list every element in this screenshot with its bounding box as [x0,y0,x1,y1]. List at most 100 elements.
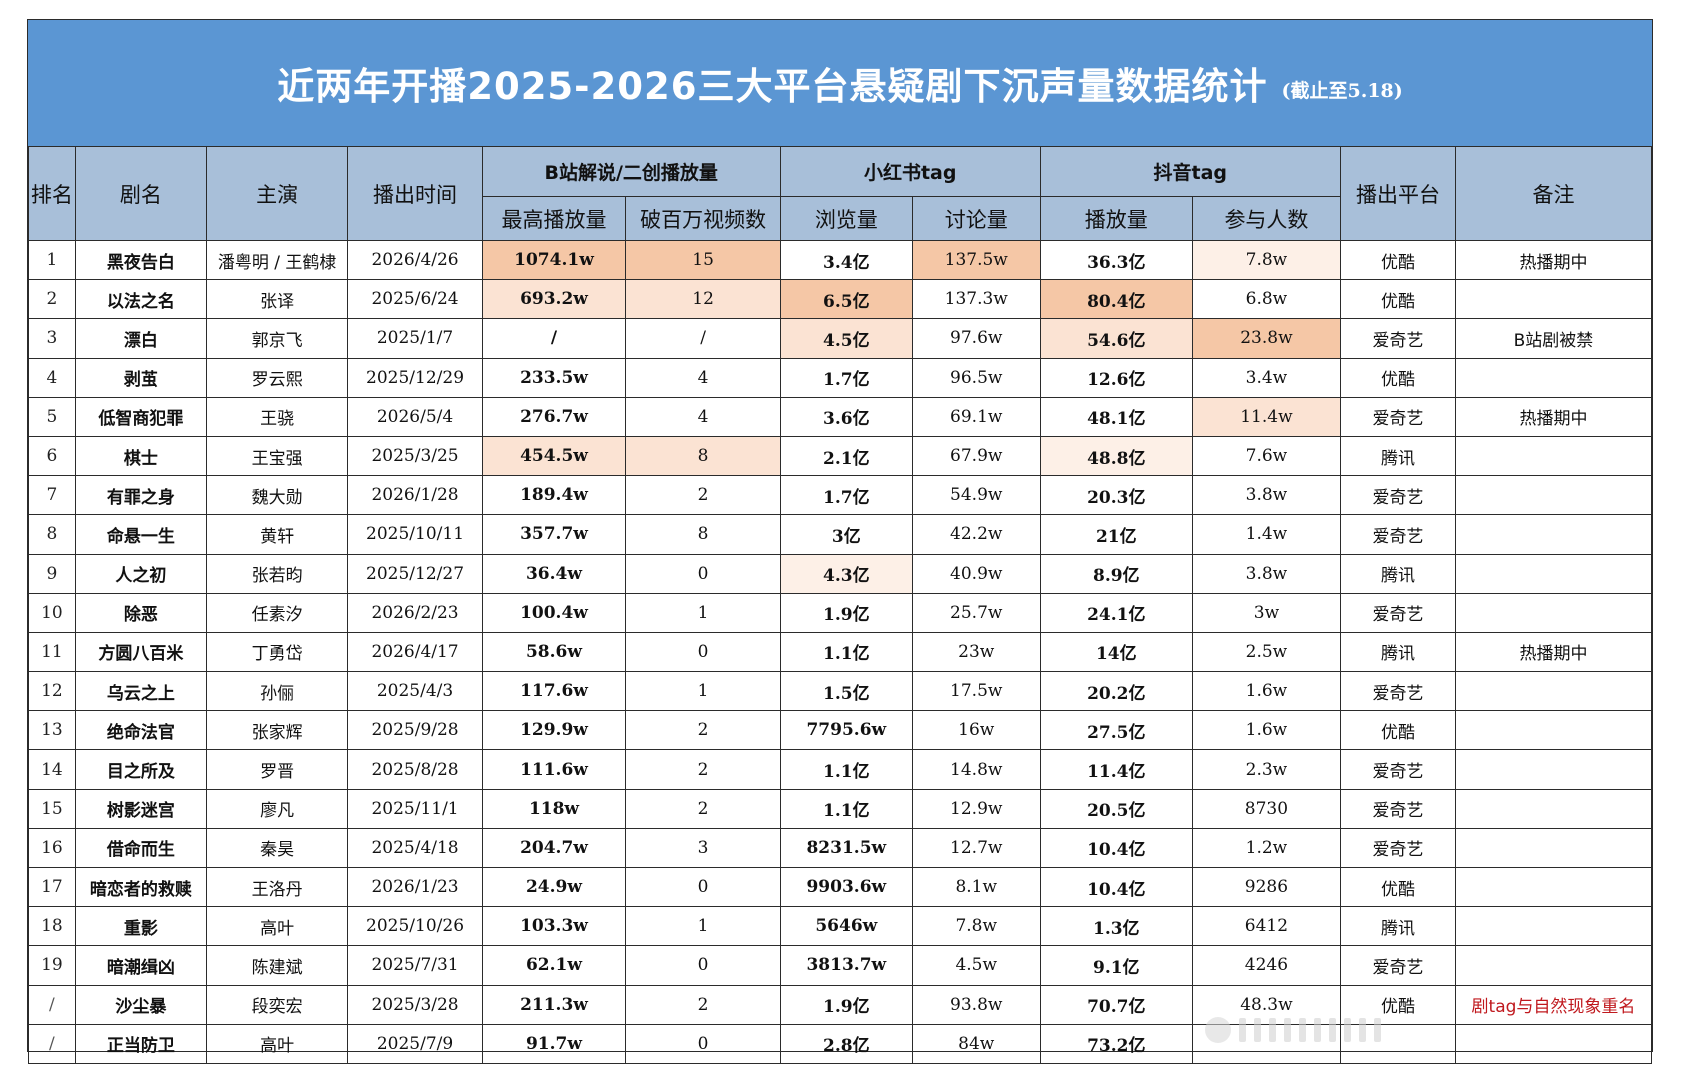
cell-air-date: 2026/4/26 [347,239,483,281]
table-row: 9 人之初 张若昀 2025/12/27 36.4w 0 4.3亿 40.9w 8.9亿 3.8w… [28,553,1653,594]
table-row: 8 命悬一生 黄轩 2025/10/11 357.7w 8 3亿 42.2w 21亿 1.4w 爱奇… [28,514,1653,555]
cell-platform: 优酷 [1339,357,1456,398]
cell-dy-plays: 20.3亿 [1039,475,1193,516]
title-bar: 近两年开播2025-2026三大平台悬疑剧下沉声量数据统计 (截止至5.18) [28,20,1652,147]
cell-dy-participants: 2.3w [1191,749,1341,790]
cell-platform: 腾讯 [1339,631,1456,673]
watermark-mark [1359,1018,1366,1042]
cell-rank: 15 [28,788,76,829]
cell-actor: 陈建斌 [205,945,349,986]
cell-air-date: 2025/10/26 [347,906,483,947]
cell-bili-million-count: 12 [625,279,781,320]
cell-air-date: 2025/10/11 [347,514,483,555]
cell-actor: 秦昊 [205,827,349,869]
table-row: 16 借命而生 秦昊 2025/4/18 204.7w 3 8231.5w 12.7w 10.4… [28,827,1653,869]
cell-bili-max-plays: 1074.1w [481,239,627,281]
cell-air-date: 2025/7/9 [347,1023,483,1064]
cell-xhs-views: 9903.6w [779,866,913,908]
cell-bili-max-plays: 454.5w [481,435,627,477]
cell-xhs-views: 2.8亿 [779,1023,913,1064]
cell-actor: 王宝强 [205,435,349,477]
cell-dy-plays: 48.1亿 [1039,396,1193,437]
cell-air-date: 2026/1/23 [347,866,483,908]
cell-dy-plays: 48.8亿 [1039,435,1193,477]
cell-drama-name: 人之初 [74,553,207,594]
watermark-mark [1344,1018,1351,1042]
cell-air-date: 2025/3/28 [347,984,483,1025]
cell-bili-million-count: 0 [625,866,781,908]
cell-bili-million-count: 1 [625,592,781,633]
table-row: 13 绝命法官 张家辉 2025/9/28 129.9w 2 7795.6w 16w 27.5亿… [28,710,1653,751]
cell-actor: 魏大勋 [205,475,349,516]
cell-note [1454,906,1653,947]
header-date: 播出时间 [347,146,483,241]
cell-dy-plays: 10.4亿 [1039,827,1193,869]
cell-dy-participants: 3.8w [1191,553,1341,594]
watermark-mark [1374,1018,1381,1042]
cell-note [1454,435,1653,477]
cell-dy-participants: 1.6w [1191,710,1341,751]
cell-rank: 9 [28,553,76,594]
cell-bili-million-count: 0 [625,553,781,594]
cell-dy-participants: 1.6w [1191,671,1341,712]
page-title: 近两年开播2025-2026三大平台悬疑剧下沉声量数据统计 [277,65,1268,108]
cell-xhs-views: 4.3亿 [779,553,913,594]
cell-note [1454,749,1653,790]
table-row: 15 树影迷宫 廖凡 2025/11/1 118w 2 1.1亿 12.9w 20.5亿 8730… [28,788,1653,829]
table-row: 14 目之所及 罗晋 2025/8/28 111.6w 2 1.1亿 14.8w 11.4亿 2.… [28,749,1653,790]
cell-bili-million-count: 8 [625,435,781,477]
cell-bili-max-plays: 233.5w [481,357,627,398]
cell-note [1454,945,1653,986]
cell-drama-name: 沙尘暴 [74,984,207,1025]
cell-note: 热播期中 [1454,239,1653,281]
cell-note [1454,866,1653,908]
header-group-xiaohongshu: 小红书tag [779,146,1041,197]
cell-note [1454,1023,1653,1064]
cell-drama-name: 借命而生 [74,827,207,869]
cell-drama-name: 绝命法官 [74,710,207,751]
cell-bili-million-count: 2 [625,788,781,829]
cell-xhs-discussions: 4.5w [911,945,1041,986]
cell-rank: 7 [28,475,76,516]
cell-xhs-views: 1.1亿 [779,631,913,673]
cell-dy-participants: 3.8w [1191,475,1341,516]
cell-note [1454,827,1653,869]
cell-platform: 爱奇艺 [1339,945,1456,986]
cell-drama-name: 除恶 [74,592,207,633]
cell-bili-million-count: 2 [625,749,781,790]
cell-bili-max-plays: 189.4w [481,475,627,516]
cell-bili-million-count: 0 [625,945,781,986]
cell-xhs-discussions: 25.7w [911,592,1041,633]
cell-note [1454,592,1653,633]
cell-xhs-views: 1.9亿 [779,592,913,633]
header-actor: 主演 [205,146,349,241]
header-dy-plays: 播放量 [1039,196,1193,241]
cell-bili-max-plays: 211.3w [481,984,627,1025]
cell-note [1454,279,1653,320]
cell-air-date: 2025/7/31 [347,945,483,986]
cell-xhs-discussions: 137.5w [911,239,1041,281]
cell-dy-participants: 3.4w [1191,357,1341,398]
cell-actor: 黄轩 [205,514,349,555]
cell-bili-max-plays: 62.1w [481,945,627,986]
cell-xhs-discussions: 40.9w [911,553,1041,594]
cell-actor: 丁勇岱 [205,631,349,673]
cell-xhs-discussions: 96.5w [911,357,1041,398]
cell-note: 热播期中 [1454,396,1653,437]
cell-dy-plays: 12.6亿 [1039,357,1193,398]
cell-air-date: 2025/12/27 [347,553,483,594]
cell-air-date: 2025/9/28 [347,710,483,751]
cell-dy-participants: 4246 [1191,945,1341,986]
header-group-bilibili: B站解说/二创播放量 [481,146,781,197]
cell-drama-name: 乌云之上 [74,671,207,712]
watermark-mark [1254,1018,1261,1042]
cell-xhs-discussions: 14.8w [911,749,1041,790]
cell-air-date: 2026/1/28 [347,475,483,516]
cell-air-date: 2025/1/7 [347,318,483,359]
cell-bili-million-count: 8 [625,514,781,555]
cell-bili-max-plays: 117.6w [481,671,627,712]
header-bili-million: 破百万视频数 [625,196,781,241]
cell-bili-max-plays: 129.9w [481,710,627,751]
cell-air-date: 2025/3/25 [347,435,483,477]
cell-actor: 王洛丹 [205,866,349,908]
